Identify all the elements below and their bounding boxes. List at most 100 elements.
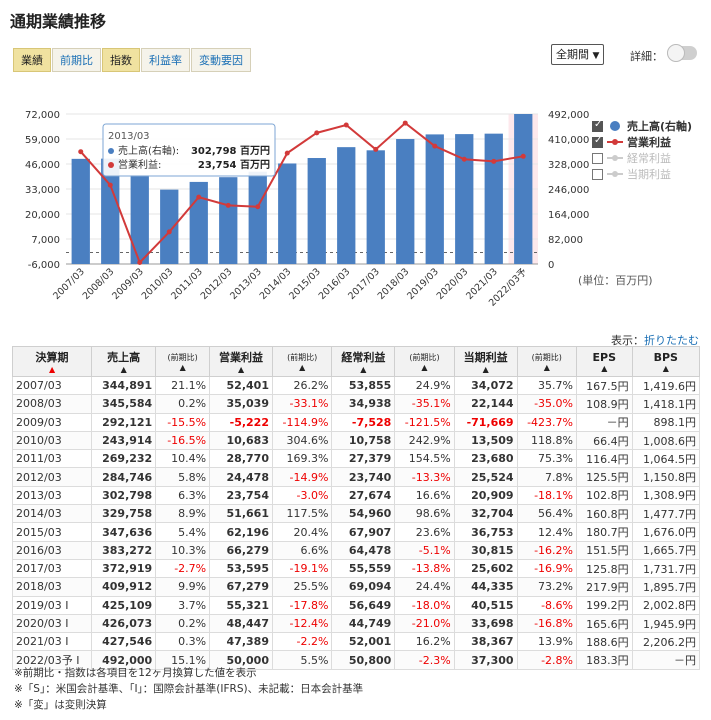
bar-2016/03	[337, 147, 356, 264]
column-header-label: 営業利益	[219, 351, 264, 364]
period-select-value: 全期間	[556, 48, 589, 61]
legend-item-3[interactable]: 当期利益	[592, 166, 692, 182]
column-header-label: (前期比)	[287, 352, 318, 362]
column-header: (前期比) ▲	[271, 346, 333, 377]
sort-arrow-icon[interactable]: ▲	[48, 365, 56, 374]
table-cell: -114.9%	[271, 412, 333, 432]
legend-checkbox[interactable]	[592, 135, 603, 148]
table-row: 2019/03 I 425,109 3.7% 55,321 -17.8% 56,649 -1…	[11, 595, 701, 615]
column-header-label: BPS	[653, 350, 678, 364]
table-cell: 44,335	[453, 577, 518, 597]
table-cell: 409,912	[91, 577, 157, 597]
sort-arrow-icon[interactable]: ▲	[601, 363, 608, 373]
table-cell: 34,072	[453, 375, 518, 396]
table-cell: 55,321	[209, 595, 273, 615]
table-cell: 0.2%	[155, 394, 211, 414]
table-cell: -2.3%	[394, 650, 455, 670]
table-cell: 292,121	[91, 412, 157, 432]
right-tick-label: 0	[548, 260, 554, 271]
x-tick-label: 2018/03	[376, 266, 412, 302]
table-cell: 1,008.6円	[631, 430, 701, 451]
sort-arrow-icon[interactable]: ▲	[120, 365, 127, 374]
table-cell: -16.2%	[516, 540, 578, 560]
table-cell: 102.8円	[576, 485, 633, 506]
table-cell: 20,909	[453, 485, 518, 506]
table-cell: 1,419.6円	[631, 375, 701, 396]
tooltip-value: 302,798 百万円	[191, 145, 270, 157]
sort-arrow-icon[interactable]: ▲	[237, 365, 245, 374]
tooltip-label: 売上高(右軸):	[118, 144, 179, 157]
table-cell: 2012/03	[11, 467, 93, 487]
table-cell: 2020/03 I	[11, 613, 93, 634]
tooltip-value: 23,754 百万円	[198, 159, 270, 171]
detail-toggle[interactable]	[667, 44, 697, 62]
legend-item-2[interactable]: 経常利益	[592, 150, 692, 166]
table-cell: 2011/03	[11, 449, 93, 469]
legend-checkbox[interactable]	[592, 168, 603, 180]
sort-arrow-icon[interactable]: ▲	[543, 362, 550, 372]
right-tick-label: 82,000	[548, 235, 583, 246]
table-cell: 67,279	[209, 577, 273, 597]
column-header[interactable]: 経常利益 ▲	[331, 346, 396, 377]
table-cell: 372,919	[91, 558, 157, 579]
table-cell: 10,683	[209, 430, 273, 451]
table-row: 2014/03 329,758 8.9% 51,661 117.5% 54,960 98.6…	[11, 504, 701, 524]
period-select[interactable]: 全期間 ▼	[551, 44, 605, 65]
x-tick-label: 2013/03	[228, 266, 264, 302]
column-header[interactable]: 営業利益 ▲	[209, 346, 273, 377]
chevron-down-icon: ▼	[592, 51, 600, 61]
sort-arrow-icon[interactable]: ▲	[179, 362, 186, 372]
table-cell: 2019/03 I	[11, 595, 93, 615]
table-cell: 25.5%	[271, 577, 333, 597]
legend-label: 当期利益	[627, 168, 671, 181]
right-tick-label: 246,000	[548, 185, 589, 196]
left-tick-label: 59,000	[25, 135, 60, 146]
column-header: (前期比) ▲	[155, 346, 211, 377]
table-cell: -12.4%	[271, 613, 333, 634]
legend-checkbox[interactable]	[592, 152, 603, 164]
collapse-link[interactable]: 折りたたむ	[644, 334, 699, 347]
column-header[interactable]: 当期利益 ▲	[453, 346, 518, 377]
x-tick-label: 2008/03	[81, 266, 117, 302]
tab-1[interactable]: 前期比	[52, 48, 101, 72]
legend-checkbox[interactable]	[592, 119, 603, 132]
tab-3[interactable]: 利益率	[141, 48, 190, 72]
bar-2008/03	[101, 158, 120, 264]
table-cell: -21.0%	[394, 613, 455, 634]
column-header[interactable]: BPS ▲	[631, 346, 701, 377]
table-cell: 0.3%	[155, 632, 211, 652]
table-cell: 329,758	[91, 504, 157, 524]
line-point-2019/03	[432, 143, 438, 149]
table-cell: 199.2円	[576, 595, 633, 615]
table-cell: 8.9%	[155, 504, 211, 524]
tab-4[interactable]: 変動要因	[191, 48, 251, 72]
table-cell: 36,753	[453, 522, 518, 542]
table-cell: 35.7%	[516, 375, 578, 396]
right-tick-label: 492,000	[548, 110, 589, 121]
legend-item-1[interactable]: 営業利益	[592, 134, 692, 150]
column-header[interactable]: EPS ▲	[576, 346, 633, 377]
table-cell: 427,546	[91, 632, 157, 652]
line-point-2009/03	[137, 260, 143, 266]
table-cell: 2015/03	[11, 522, 93, 542]
operating-profit-line	[80, 121, 524, 265]
sort-arrow-icon[interactable]: ▲	[662, 363, 669, 373]
table-cell: 3.7%	[155, 595, 211, 615]
tab-2[interactable]: 指数	[102, 48, 140, 72]
table-cell: 50,000	[209, 650, 273, 670]
column-header[interactable]: 決算期 ▲	[11, 346, 93, 377]
tooltip-label: 営業利益:	[118, 158, 161, 171]
column-header[interactable]: 売上高 ▲	[91, 346, 157, 377]
tab-0[interactable]: 業績	[13, 48, 51, 72]
table-cell: 69,094	[331, 577, 396, 597]
sort-arrow-icon[interactable]: ▲	[421, 362, 428, 372]
sort-arrow-icon[interactable]: ▲	[299, 362, 306, 372]
sort-arrow-icon[interactable]: ▲	[360, 365, 367, 374]
table-cell: 492,000	[91, 650, 157, 670]
line-point-2017/03	[373, 146, 379, 152]
legend-item-0[interactable]: 売上高(右軸)	[592, 118, 692, 134]
x-tick-label: 2015/03	[287, 266, 323, 302]
sort-arrow-icon[interactable]: ▲	[482, 365, 489, 374]
table-cell: 2,002.8円	[631, 595, 701, 615]
right-tick-label: 328,000	[548, 160, 589, 171]
